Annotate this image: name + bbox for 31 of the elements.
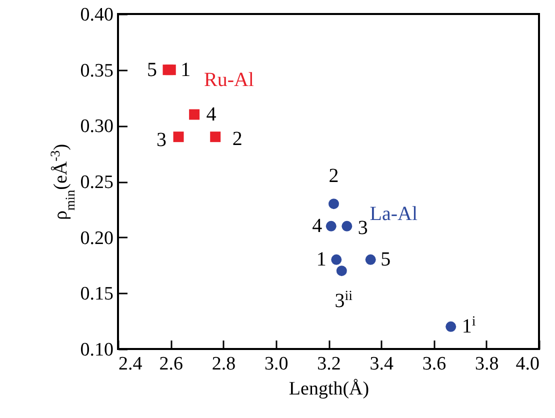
annotation: 5 (380, 248, 391, 271)
y-tick-label: 0.15 (80, 284, 114, 305)
annotation: 3$^{ii}$ (334, 288, 353, 312)
annotation: 4 (206, 104, 216, 126)
x-tick-label: 2.6 (159, 354, 183, 374)
annotation: 5 (146, 58, 157, 81)
annotation: 2 (232, 128, 242, 150)
x-axis-title: Length(Å) (288, 378, 370, 400)
y-tick-label: 0.35 (80, 60, 114, 82)
x-tick-label: 3.4 (370, 354, 394, 374)
annotation: 1$^{i}$ (462, 314, 476, 338)
x-tick-label: 3.2 (317, 354, 341, 374)
annotation: 1 (316, 248, 326, 271)
annotation: 1 (180, 58, 191, 81)
y-tick-label: 0.40 (80, 4, 114, 26)
y-tick-label: 0.30 (80, 116, 114, 138)
annotation: 3 (358, 217, 368, 240)
x-tick-label: 2.4 (118, 354, 143, 374)
x-tick-label: 4.0 (516, 354, 540, 374)
y-tick-label: 0.10 (80, 340, 114, 360)
annotation: 3 (156, 128, 167, 151)
series-label: Ru-Al (204, 68, 254, 91)
x-tick-label: 3.6 (422, 354, 446, 374)
x-tick-label: 3.0 (264, 354, 288, 374)
x-tick-label: 2.8 (212, 354, 236, 374)
x-tick-label: 3.8 (475, 354, 499, 374)
y-tick-label: 0.20 (80, 228, 114, 249)
annotation: 4 (312, 215, 322, 238)
annotation: 2 (328, 164, 339, 187)
series-label: La-Al (370, 202, 418, 225)
y-tick-label: 0.25 (80, 172, 114, 193)
